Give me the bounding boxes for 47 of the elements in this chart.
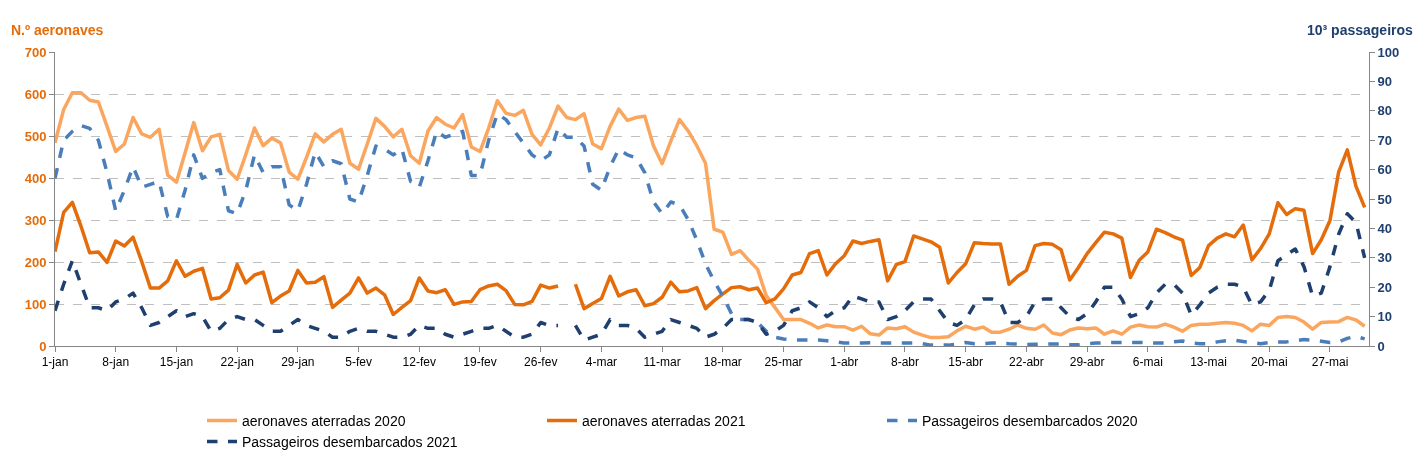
y-tick-label: 500 [24, 128, 47, 144]
y2-tick-label: 20 [1377, 279, 1393, 295]
x-tick-label: 15-abr [948, 355, 984, 370]
x-tick-label: 6-mai [1132, 355, 1163, 370]
y-tick-label: 700 [24, 44, 47, 60]
x-tick-label: 15-jan [159, 355, 194, 370]
y2-tick-label: 50 [1377, 191, 1393, 207]
legend-label: Passageiros desembarcados 2020 [922, 412, 1138, 429]
legend-label: Passageiros desembarcados 2021 [242, 434, 458, 451]
x-tick-label: 13-mai [1190, 355, 1227, 370]
x-tick-label: 19-fev [463, 355, 497, 370]
x-tick-label: 8-abr [890, 355, 919, 370]
legend-label: aeronaves aterradas 2021 [582, 412, 746, 429]
y-tick-label: 100 [24, 296, 47, 312]
y2-tick-label: 0 [1377, 338, 1385, 354]
y2-tick-label: 90 [1377, 73, 1393, 89]
x-tick-label: 1-jan [41, 355, 69, 370]
x-tick-label: 5-fev [345, 355, 372, 370]
x-tick-label: 29-jan [281, 355, 315, 370]
x-tick-label: 27-mai [1311, 355, 1349, 370]
y2-axis-title: 10³ passageiros [1307, 22, 1414, 38]
y2-tick-label: 30 [1377, 250, 1393, 266]
x-tick-label: 22-jan [220, 355, 254, 370]
x-tick-label: 29-abr [1069, 355, 1105, 370]
y2-tick-label: 40 [1377, 220, 1393, 236]
x-tick-label: 1-abr [830, 355, 859, 370]
y-tick-label: 300 [24, 212, 47, 228]
x-tick-label: 18-mar [703, 355, 742, 370]
y-tick-label: 600 [24, 86, 47, 102]
x-tick-label: 12-fev [402, 355, 436, 370]
y2-tick-label: 100 [1377, 44, 1400, 60]
legend-label: aeronaves aterradas 2020 [242, 412, 406, 429]
y2-tick-label: 60 [1377, 162, 1393, 178]
y-tick-label: 200 [24, 254, 47, 270]
x-tick-label: 4-mar [585, 355, 618, 370]
x-tick-label: 26-fev [524, 355, 558, 370]
y2-tick-label: 80 [1377, 103, 1393, 119]
x-tick-label: 22-abr [1009, 355, 1044, 370]
x-tick-label: 8-jan [102, 355, 130, 370]
y-tick-label: 0 [39, 338, 47, 354]
x-tick-label: 11-mar [643, 355, 681, 370]
y-axis-title: N.º aeronaves [11, 22, 104, 38]
x-tick-label: 20-mai [1250, 355, 1288, 370]
x-tick-label: 25-mar [764, 355, 803, 370]
y-tick-label: 400 [24, 170, 47, 186]
y2-tick-label: 70 [1377, 132, 1393, 148]
y2-tick-label: 10 [1377, 309, 1393, 325]
